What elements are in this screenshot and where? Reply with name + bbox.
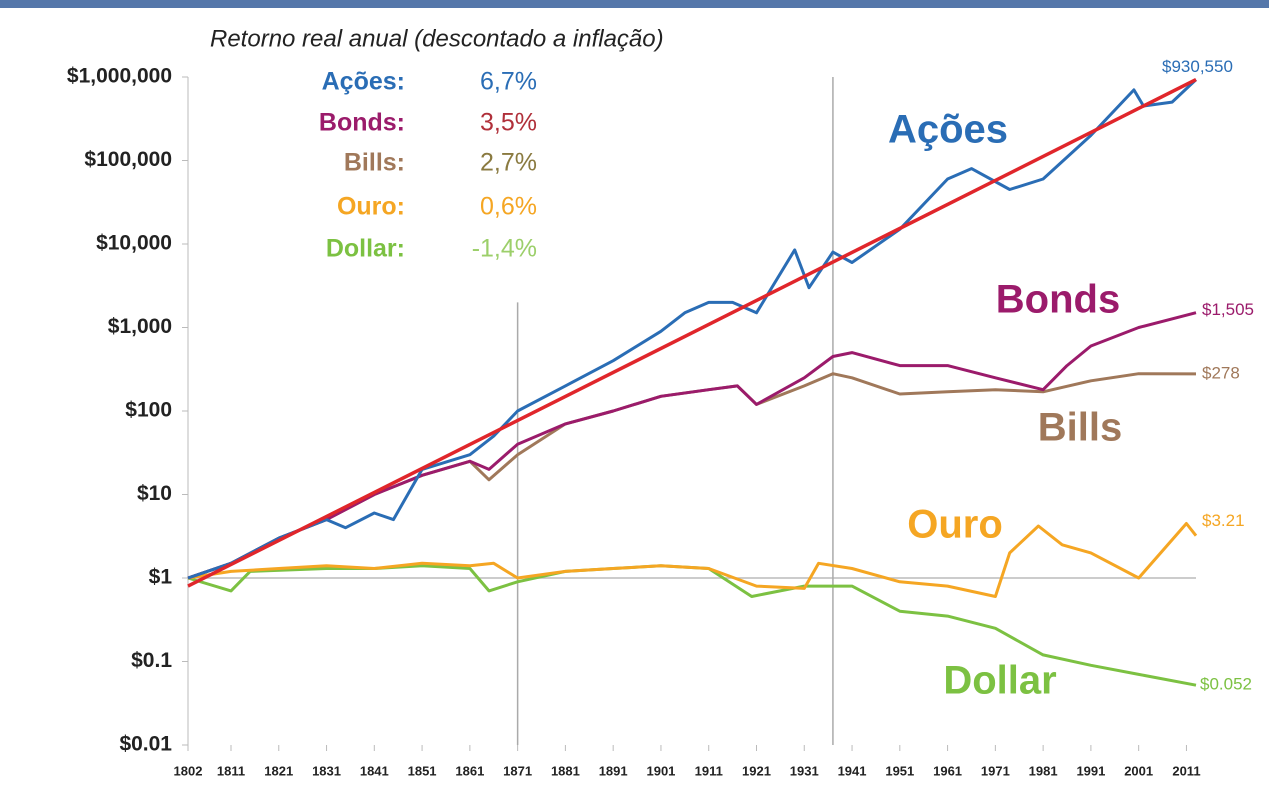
return-label: Ações: (322, 68, 405, 96)
return-rate: 3,5% (480, 109, 537, 137)
return-label: Bonds: (319, 109, 405, 137)
x-tick-label: 1901 (646, 763, 675, 778)
y-tick-label: $10,000 (96, 232, 172, 255)
y-tick-label: $100,000 (84, 148, 172, 171)
y-tick-label: $1 (149, 566, 173, 589)
end-label: $0.052 (1200, 675, 1252, 694)
return-label: Bills: (344, 149, 405, 177)
x-tick-label: 1831 (312, 763, 341, 778)
series-name: Ações (888, 108, 1008, 152)
return-rate: -1,4% (472, 235, 537, 263)
x-tick-label: 1911 (695, 763, 723, 778)
series-line (187, 372, 1197, 580)
end-label: $278 (1202, 363, 1240, 382)
return-rate: 0,6% (480, 193, 537, 221)
series-line (187, 522, 1198, 598)
x-tick-label: 1821 (264, 763, 293, 778)
y-tick-label: $10 (137, 482, 172, 505)
y-tick-label: $100 (125, 399, 172, 422)
return-rate: 2,7% (480, 149, 537, 177)
x-tick-label: 1841 (360, 763, 389, 778)
x-tick-label: 1921 (742, 763, 771, 778)
end-label: $930,550 (1162, 57, 1233, 76)
series-name: Bonds (996, 278, 1120, 322)
x-tick-label: 1981 (1029, 763, 1058, 778)
x-tick-label: 1931 (790, 763, 819, 778)
y-tick-label: $0.01 (119, 733, 172, 756)
x-tick-label: 1951 (885, 763, 914, 778)
y-tick-label: $1,000,000 (67, 65, 172, 88)
x-tick-label: 2011 (1172, 763, 1200, 778)
x-tick-label: 1891 (599, 763, 628, 778)
x-tick-label: 1802 (174, 763, 203, 778)
x-tick-label: 1881 (551, 763, 580, 778)
series-name: Ouro (907, 503, 1003, 547)
x-tick-label: 1851 (408, 763, 437, 778)
end-label: $1,505 (1202, 300, 1254, 319)
x-tick-label: 1871 (503, 763, 532, 778)
return-label: Ouro: (337, 193, 405, 221)
return-label: Dollar: (326, 235, 405, 263)
series-name: Dollar (943, 659, 1056, 703)
series-line (187, 78, 1198, 580)
end-label: $3.21 (1202, 511, 1245, 530)
y-tick-label: $0.1 (131, 649, 172, 672)
chart-title: Retorno real anual (descontado a inflaçã… (210, 25, 664, 52)
x-tick-label: 1961 (933, 763, 962, 778)
return-rate: 6,7% (480, 68, 537, 96)
x-tick-label: 1811 (217, 763, 245, 778)
series-line (187, 78, 1197, 588)
top-strip (0, 0, 1269, 8)
x-tick-label: 1941 (838, 763, 867, 778)
series-name: Bills (1038, 406, 1122, 450)
x-tick-label: 2001 (1124, 763, 1153, 778)
x-tick-label: 1991 (1076, 763, 1105, 778)
x-tick-label: 1861 (455, 763, 484, 778)
y-tick-label: $1,000 (108, 315, 172, 338)
x-tick-label: 1971 (981, 763, 1010, 778)
series-line (187, 311, 1197, 580)
